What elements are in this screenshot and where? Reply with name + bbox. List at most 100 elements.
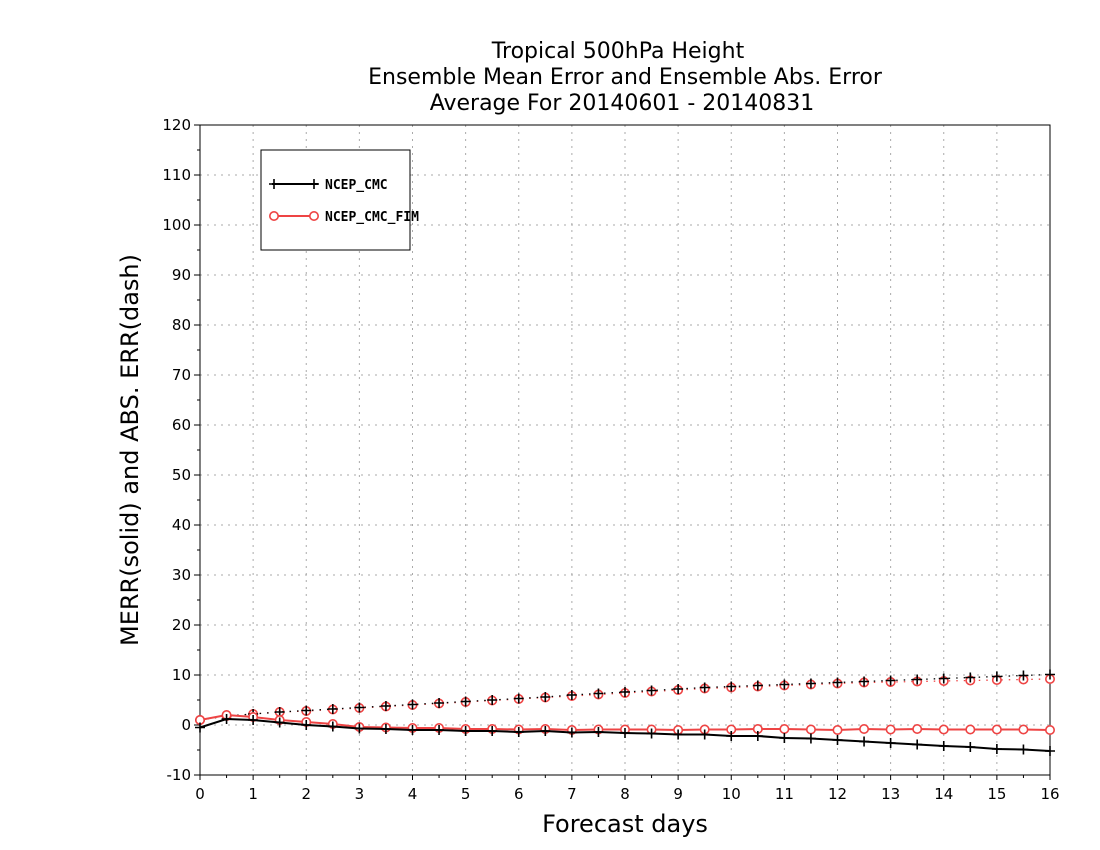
- abs-err-point-ncep-cmc: [620, 687, 630, 697]
- merr-point-ncep-cmc: [487, 726, 498, 736]
- y-tick-label: 30: [172, 566, 191, 584]
- abs-err-point-ncep-cmc: [593, 688, 604, 699]
- merr-point-ncep-cmc-fim: [965, 724, 976, 735]
- abs-err-point-ncep-cmc: [699, 682, 710, 693]
- abs-err-point-ncep-cmc: [779, 679, 790, 690]
- x-tick-label: 16: [1040, 785, 1059, 803]
- merr-point-ncep-cmc: [195, 722, 205, 733]
- abs-err-point-ncep-cmc: [832, 677, 843, 688]
- merr-point-ncep-cmc: [699, 729, 710, 740]
- merr-point-ncep-cmc: [805, 733, 816, 744]
- merr-point-ncep-cmc: [407, 725, 418, 735]
- merr-point-ncep-cmc: [301, 720, 312, 730]
- series-layer: [195, 669, 1056, 756]
- merr-point-ncep-cmc-fim: [859, 723, 870, 734]
- x-tick-label: 14: [934, 785, 953, 803]
- legend-marker: [268, 211, 279, 222]
- merr-point-ncep-cmc: [646, 728, 657, 739]
- merr-point-ncep-cmc: [832, 735, 843, 745]
- x-tick-label: 11: [775, 785, 794, 803]
- abs-err-point-ncep-cmc: [805, 678, 816, 689]
- merr-point-ncep-cmc: [380, 724, 391, 734]
- abs-err-point-ncep-cmc: [991, 671, 1002, 682]
- chart-title-line-2: Ensemble Mean Error and Ensemble Abs. Er…: [368, 65, 883, 90]
- abs-err-point-ncep-cmc: [646, 685, 657, 696]
- grid-lines: [200, 125, 1050, 775]
- merr-point-ncep-cmc: [434, 725, 445, 735]
- merr-point-ncep-cmc: [1018, 744, 1029, 755]
- merr-point-ncep-cmc: [274, 717, 285, 728]
- axis-ticks: 0 1 2 3 4 5 6 7 8 9 10 11 12 13 14 15 16-100102030405060…: [162, 116, 1059, 803]
- merr-point-ncep-cmc: [593, 727, 604, 737]
- x-tick-label: 0: [195, 785, 205, 803]
- merr-point-ncep-cmc: [965, 742, 976, 752]
- legend-box: [260, 149, 411, 251]
- merr-point-ncep-cmc-fim: [991, 724, 1002, 735]
- abs-err-point-ncep-cmc: [487, 695, 498, 705]
- legend-marker: [269, 179, 279, 189]
- y-tick-label: 10: [172, 666, 191, 684]
- x-tick-label: 6: [514, 785, 524, 803]
- abs-err-point-ncep-cmc: [885, 675, 896, 686]
- series-ncep-cmc-fim-merr: [195, 709, 1056, 735]
- abs-err-point-ncep-cmc: [540, 692, 551, 702]
- y-tick-label: 60: [172, 416, 191, 434]
- y-tick-label: 70: [172, 366, 191, 384]
- x-tick-label: 3: [355, 785, 365, 803]
- x-tick-label: 1: [248, 785, 258, 803]
- merr-point-ncep-cmc: [221, 714, 232, 724]
- merr-point-ncep-cmc: [991, 744, 1002, 754]
- abs-err-point-ncep-cmc: [938, 673, 949, 684]
- y-tick-label: 0: [181, 716, 191, 734]
- y-axis-label: MERR(solid) and ABS. ERR(dash): [116, 254, 144, 646]
- abs-err-point-ncep-cmc: [1018, 670, 1029, 681]
- abs-err-point-ncep-cmc: [460, 696, 471, 707]
- abs-err-point-ncep-cmc: [380, 701, 391, 711]
- y-tick-label: 110: [162, 166, 191, 184]
- abs-err-point-ncep-cmc: [965, 672, 976, 683]
- abs-err-point-ncep-cmc: [301, 705, 312, 716]
- abs-err-point-ncep-cmc: [354, 702, 365, 713]
- abs-err-point-ncep-cmc: [673, 684, 684, 694]
- x-tick-label: 10: [722, 785, 741, 803]
- x-tick-label: 5: [461, 785, 471, 803]
- merr-point-ncep-cmc-fim: [1018, 724, 1029, 735]
- x-tick-label: 12: [828, 785, 847, 803]
- legend: NCEP_CMC NCEP_CMC_FIM: [260, 149, 419, 251]
- merr-point-ncep-cmc: [885, 738, 896, 748]
- y-tick-label: -10: [167, 766, 192, 784]
- merr-point-ncep-cmc-fim: [1045, 724, 1056, 735]
- merr-point-ncep-cmc-fim: [779, 723, 790, 734]
- merr-point-ncep-cmc: [752, 731, 763, 741]
- y-tick-label: 80: [172, 316, 191, 334]
- x-tick-label: 8: [620, 785, 630, 803]
- y-tick-label: 100: [162, 216, 191, 234]
- legend-item-ncep-cmc-fim: NCEP_CMC_FIM: [268, 210, 419, 225]
- x-tick-label: 15: [987, 785, 1006, 803]
- abs-err-point-ncep-cmc: [912, 674, 923, 685]
- merr-point-ncep-cmc-fim: [912, 723, 923, 734]
- abs-err-point-ncep-cmc: [327, 704, 338, 714]
- x-tick-label: 4: [408, 785, 418, 803]
- y-tick-label: 50: [172, 466, 191, 484]
- merr-point-ncep-cmc: [673, 729, 684, 740]
- abs-err-point-ncep-cmc: [1045, 669, 1055, 680]
- merr-point-ncep-cmc: [460, 726, 471, 736]
- merr-point-ncep-cmc: [912, 739, 923, 750]
- abs-err-point-ncep-cmc: [566, 690, 577, 700]
- x-tick-label: 2: [301, 785, 311, 803]
- legend-marker: [308, 211, 319, 222]
- merr-point-ncep-cmc: [859, 736, 870, 747]
- x-tick-label: 7: [567, 785, 577, 803]
- abs-err-point-ncep-cmc: [513, 693, 524, 704]
- x-tick-label: 9: [673, 785, 683, 803]
- legend-item-ncep-cmc: NCEP_CMC: [269, 178, 388, 193]
- merr-point-ncep-cmc: [726, 731, 737, 741]
- merr-point-ncep-cmc: [566, 727, 577, 738]
- y-tick-label: 120: [162, 116, 191, 134]
- y-tick-label: 40: [172, 516, 191, 534]
- merr-point-ncep-cmc-fim: [832, 724, 843, 735]
- merr-point-ncep-cmc: [354, 723, 365, 734]
- abs-err-point-ncep-cmc: [859, 676, 870, 687]
